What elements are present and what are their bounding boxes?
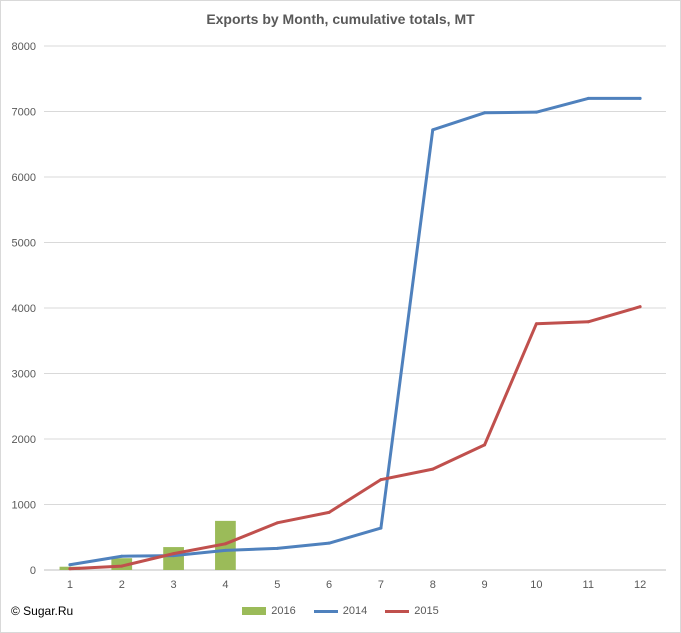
- point-2015-11: [586, 320, 590, 324]
- point-2015-9: [483, 443, 487, 447]
- point-2015-1: [68, 567, 72, 571]
- legend-item-2016: 2016: [242, 605, 296, 617]
- point-2014-5: [275, 546, 279, 550]
- point-2015-10: [534, 322, 538, 326]
- x-tick-label: 6: [326, 579, 332, 591]
- point-2015-3: [172, 552, 176, 556]
- bar-2016-2: [111, 558, 133, 570]
- point-2015-6: [327, 510, 331, 514]
- point-2014-7: [379, 526, 383, 530]
- x-tick-label: 9: [482, 579, 488, 591]
- legend-item-2015: 2015: [385, 605, 439, 617]
- x-tick-label: 11: [583, 579, 594, 591]
- point-2014-10: [534, 110, 538, 114]
- x-tick-label: 10: [530, 579, 542, 591]
- line-series-2015: [68, 305, 642, 571]
- bar-2016-3: [163, 547, 184, 570]
- x-tick-label: 7: [378, 579, 384, 591]
- legend-label-2015: 2015: [414, 605, 439, 617]
- y-tick-label: 4000: [12, 303, 36, 315]
- x-tick-label: 2: [119, 579, 125, 591]
- legend-swatch-2015: [385, 609, 410, 613]
- bar-2016-4: [215, 520, 236, 570]
- copyright-note: © Sugar.Ru: [11, 604, 74, 618]
- legend-swatch-2016: [242, 607, 267, 615]
- y-tick-label: 7000: [12, 107, 36, 119]
- y-tick-label: 8000: [12, 41, 36, 53]
- x-tick-label: 3: [171, 579, 177, 591]
- x-tick-label: 8: [430, 579, 436, 591]
- y-tick-label: 6000: [12, 172, 36, 184]
- legend-label-2016: 2016: [271, 605, 296, 617]
- gridlines: [44, 45, 666, 571]
- x-tick-label: 12: [634, 579, 646, 591]
- y-tick-label: 3000: [12, 369, 36, 381]
- legend: 2016 2014 2015: [0, 605, 681, 617]
- point-2015-4: [223, 542, 227, 546]
- point-2014-2: [120, 554, 124, 558]
- chart-title: Exports by Month, cumulative totals, MT: [206, 11, 475, 27]
- y-tick-label: 0: [30, 565, 36, 577]
- y-tick-label: 5000: [12, 238, 36, 250]
- point-2014-12: [638, 96, 642, 100]
- legend-label-2014: 2014: [342, 605, 368, 617]
- point-2014-11: [586, 96, 590, 100]
- point-2015-8: [431, 467, 435, 471]
- point-2014-9: [483, 111, 487, 115]
- y-axis-ticks: 0 1000 2000 3000 4000 5000 6000 7000 8000: [12, 41, 36, 577]
- legend-swatch-2014: [313, 609, 338, 613]
- point-2014-1: [68, 563, 72, 567]
- y-tick-label: 1000: [12, 500, 36, 512]
- point-2014-4: [223, 548, 227, 552]
- point-2015-5: [275, 521, 279, 525]
- point-2015-7: [379, 478, 383, 482]
- point-2015-12: [638, 305, 642, 309]
- point-2014-8: [431, 128, 435, 132]
- x-tick-label: 4: [222, 579, 228, 591]
- series-lines: [68, 96, 642, 571]
- x-axis-ticks: 1 2 3 4 5 6 7 8 9 10 11 12: [67, 579, 646, 591]
- legend-item-2014: 2014: [313, 605, 368, 617]
- point-2015-2: [120, 564, 124, 568]
- point-2014-6: [327, 541, 331, 545]
- x-tick-label: 5: [274, 579, 280, 591]
- x-tick-label: 1: [67, 579, 73, 591]
- y-tick-label: 2000: [12, 434, 36, 446]
